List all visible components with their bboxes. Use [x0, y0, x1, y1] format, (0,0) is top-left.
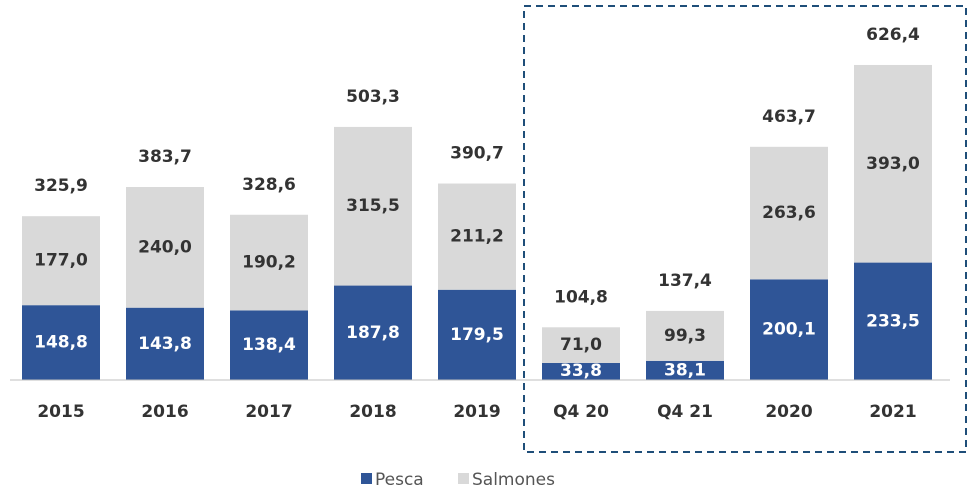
total-label: 328,6 — [242, 175, 296, 195]
total-label: 137,4 — [658, 271, 712, 291]
total-label: 626,4 — [866, 25, 920, 45]
bar-segment — [22, 216, 100, 306]
value-label: 99,3 — [664, 326, 706, 346]
value-label: 190,2 — [242, 253, 296, 273]
value-label: 148,8 — [34, 333, 88, 353]
x-tick-label: 2015 — [37, 402, 84, 422]
bar-segment — [854, 262, 932, 380]
x-tick-label: 2017 — [245, 402, 292, 422]
x-tick-label: 2018 — [349, 402, 396, 422]
bar-segment — [646, 360, 724, 380]
bar-segment — [854, 64, 932, 263]
bar-segment — [438, 289, 516, 380]
bar-segment — [542, 327, 620, 364]
bar-segment — [646, 310, 724, 361]
x-tick-label: 2020 — [765, 402, 812, 422]
bar-segment — [750, 279, 828, 380]
value-label: 200,1 — [762, 320, 816, 340]
value-label: 71,0 — [560, 335, 602, 355]
total-label: 463,7 — [762, 107, 816, 127]
bar-segment — [22, 305, 100, 380]
total-label: 104,8 — [554, 287, 608, 307]
bar-segment — [230, 214, 308, 311]
legend-label: Salmones — [472, 470, 555, 490]
total-label: 390,7 — [450, 144, 504, 164]
x-tick-label: 2021 — [869, 402, 916, 422]
value-label: 177,0 — [34, 251, 88, 271]
value-label: 138,4 — [242, 335, 296, 355]
value-label: 315,5 — [346, 196, 400, 216]
bar-segment — [126, 307, 204, 380]
total-label: 325,9 — [34, 176, 88, 196]
value-label: 38,1 — [664, 360, 706, 380]
value-label: 187,8 — [346, 323, 400, 343]
x-tick-label: 2019 — [453, 402, 500, 422]
value-label: 33,8 — [560, 361, 602, 381]
total-label: 503,3 — [346, 87, 400, 107]
x-tick-label: Q4 20 — [553, 402, 609, 422]
value-label: 143,8 — [138, 334, 192, 354]
x-tick-label: 2016 — [141, 402, 188, 422]
value-label: 240,0 — [138, 237, 192, 257]
total-label: 383,7 — [138, 147, 192, 167]
value-label: 211,2 — [450, 227, 504, 247]
bar-segment — [126, 187, 204, 308]
legend-swatch — [458, 473, 469, 484]
value-label: 233,5 — [866, 311, 920, 331]
highlight-box — [523, 5, 967, 453]
legend-swatch — [361, 473, 372, 484]
bar-segment — [750, 146, 828, 280]
value-label: 263,6 — [762, 203, 816, 223]
bar-segment — [438, 183, 516, 290]
legend-label: Pesca — [375, 470, 424, 490]
bar-segment — [542, 363, 620, 380]
bar-segment — [230, 310, 308, 380]
bar-segment — [334, 126, 412, 286]
x-tick-label: Q4 21 — [657, 402, 713, 422]
value-label: 393,0 — [866, 154, 920, 174]
bar-segment — [334, 285, 412, 380]
value-label: 179,5 — [450, 325, 504, 345]
